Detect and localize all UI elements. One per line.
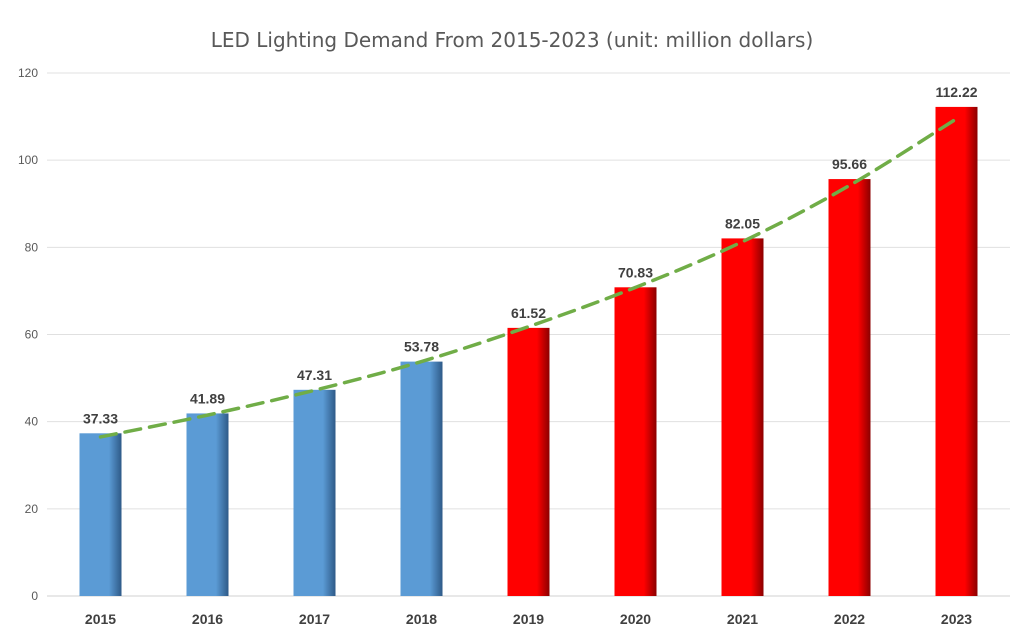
trendline — [98, 117, 959, 439]
x-tick-label: 2021 — [727, 611, 758, 627]
x-tick-label: 2018 — [406, 611, 437, 627]
y-tick-label: 80 — [25, 240, 39, 254]
y-tick-label: 0 — [31, 589, 38, 603]
trendline-path — [98, 117, 959, 439]
y-tick-label: 40 — [25, 415, 39, 429]
bar-2019 — [507, 327, 550, 596]
x-tick-label: 2019 — [513, 611, 544, 627]
bar-2022 — [828, 179, 871, 596]
y-axis: 0 20 40 60 80 100 120 — [18, 66, 38, 603]
data-labels: 37.33 41.89 47.31 53.78 61.52 70.83 82.05 95.66… — [83, 84, 978, 426]
y-tick-label: 20 — [25, 502, 39, 516]
bar-2020 — [614, 287, 657, 596]
x-tick-label: 2016 — [192, 611, 223, 627]
data-label-2023: 112.22 — [935, 84, 977, 100]
data-label-2020: 70.83 — [618, 264, 653, 280]
data-label-2021: 82.05 — [725, 215, 760, 231]
x-tick-label: 2023 — [941, 611, 972, 627]
x-axis: 2015 2016 2017 2018 2019 2020 2021 2022 2023 — [85, 611, 972, 627]
x-tick-label: 2022 — [834, 611, 865, 627]
data-label-2017: 47.31 — [297, 367, 332, 383]
data-label-2015: 37.33 — [83, 410, 118, 426]
bar-2017 — [293, 389, 336, 596]
bars — [79, 106, 978, 596]
x-tick-label: 2020 — [620, 611, 651, 627]
x-tick-label: 2015 — [85, 611, 116, 627]
chart-title: LED Lighting Demand From 2015-2023 (unit… — [211, 28, 814, 52]
y-tick-label: 60 — [25, 328, 39, 342]
bar-2016 — [186, 413, 229, 596]
y-tick-label: 100 — [18, 153, 38, 167]
x-tick-label: 2017 — [299, 611, 330, 627]
bar-2021 — [721, 238, 764, 596]
y-tick-label: 120 — [18, 66, 38, 80]
data-label-2019: 61.52 — [511, 305, 546, 321]
bar-2023 — [935, 106, 978, 596]
bar-2015 — [79, 433, 122, 596]
data-label-2016: 41.89 — [190, 390, 225, 406]
bar-2018 — [400, 361, 443, 596]
data-label-2018: 53.78 — [404, 339, 439, 355]
data-label-2022: 95.66 — [832, 156, 867, 172]
